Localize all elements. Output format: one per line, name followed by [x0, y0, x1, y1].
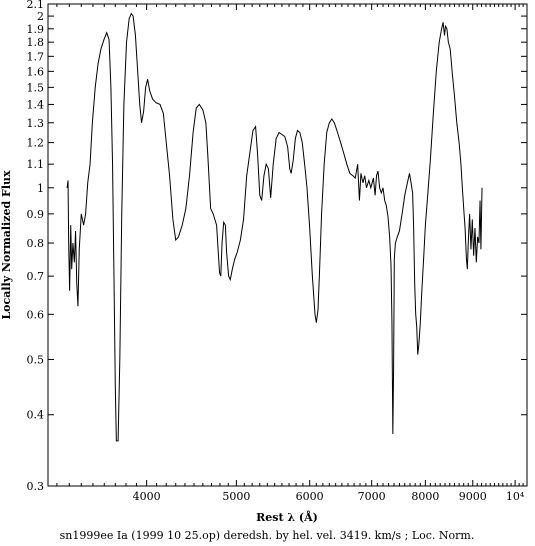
y-tick-label: 1.2 — [27, 137, 45, 150]
y-tick-label: 1.5 — [27, 81, 45, 94]
y-tick-label: 1.8 — [27, 36, 45, 49]
y-tick-label: 1.4 — [27, 98, 45, 111]
y-tick-label: 0.9 — [27, 208, 45, 221]
x-tick-label: 10⁴ — [506, 490, 525, 503]
y-tick-label: 0.4 — [27, 409, 45, 422]
spectrum-line — [66, 12, 483, 442]
y-tick-label: 0.8 — [27, 237, 45, 250]
y-tick-label: 0.6 — [27, 308, 45, 321]
y-tick-label: 1 — [37, 182, 44, 195]
y-tick-label: 1.1 — [27, 158, 45, 171]
x-axis-ticks: 4000 5000 6000 7000 8000 9000 10⁴ — [56, 4, 525, 503]
y-tick-label: 0.7 — [27, 270, 45, 283]
x-tick-label: 6000 — [296, 490, 324, 503]
y-tick-label: 2.1 — [27, 0, 45, 11]
plot-frame — [47, 3, 528, 487]
x-tick-label: 4000 — [133, 490, 161, 503]
x-tick-label: 7000 — [358, 490, 386, 503]
y-tick-label: 1.3 — [27, 117, 45, 130]
y-axis-title: Locally Normalized Flux — [0, 170, 13, 320]
x-axis-title: Rest λ (Å) — [256, 510, 318, 524]
y-tick-label: 0.3 — [27, 480, 45, 493]
y-axis-ticks: 0.3 0.4 0.5 0.6 0.7 0.8 0.9 1 1.1 1.2 1.3 1.4 1.5 1.6… — [27, 0, 527, 493]
y-tick-label: 0.5 — [27, 353, 45, 366]
y-tick-label: 1.6 — [27, 65, 45, 78]
y-tick-label: 1.7 — [27, 50, 45, 63]
x-tick-label: 5000 — [222, 490, 250, 503]
x-tick-label: 8000 — [411, 490, 439, 503]
y-tick-label: 1.9 — [27, 23, 45, 36]
chart-caption: sn1999ee Ia (1999 10 25.op) deredsh. by … — [60, 529, 475, 542]
y-tick-label: 2 — [37, 10, 44, 23]
x-tick-label: 9000 — [459, 490, 487, 503]
